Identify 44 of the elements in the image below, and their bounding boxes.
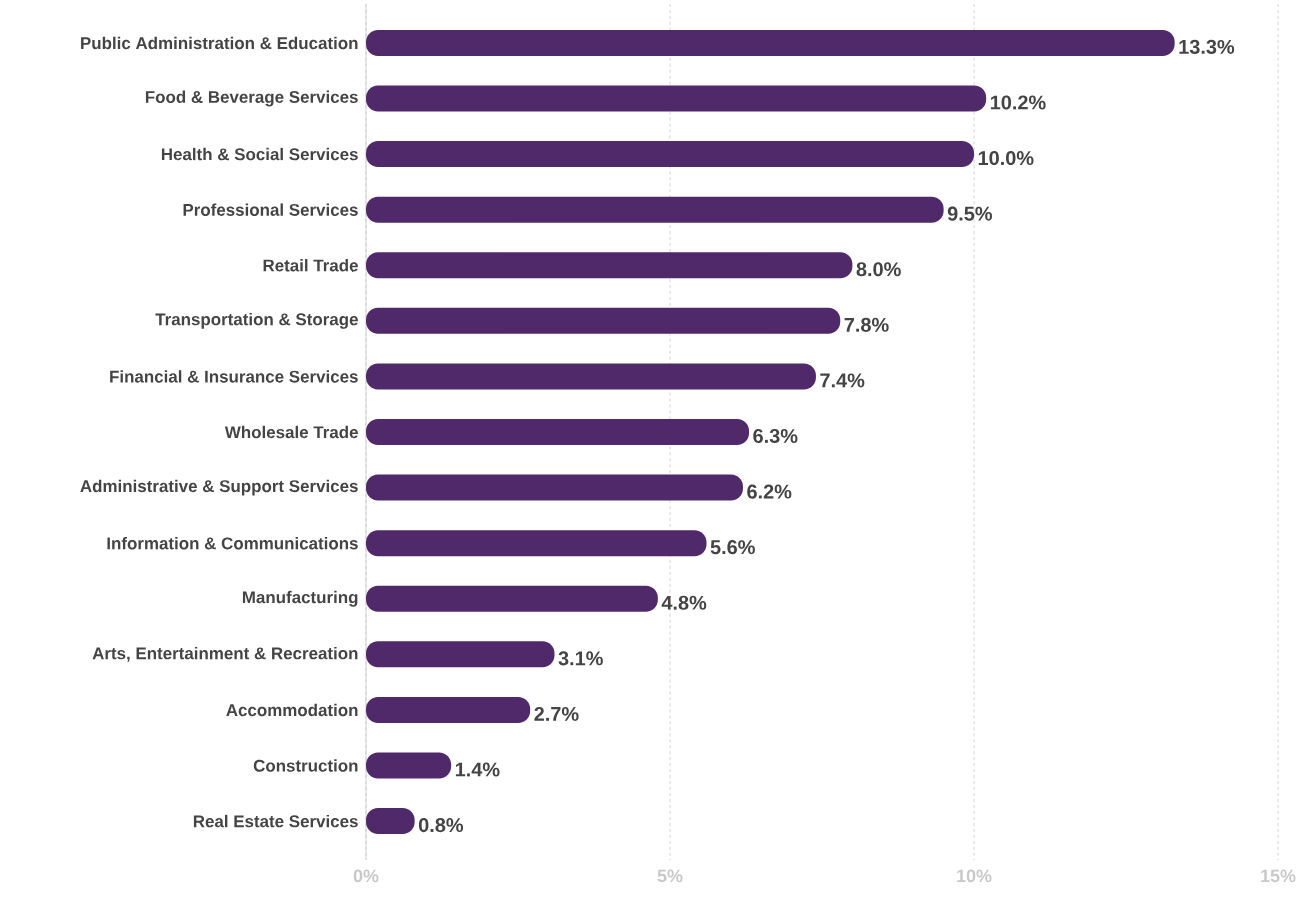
bar	[366, 196, 944, 223]
data-label: 6.2%	[747, 484, 792, 499]
data-label: 13.3%	[1179, 39, 1235, 54]
y-tick-label: Arts, Entertainment & Recreation	[92, 646, 358, 662]
bar	[366, 641, 555, 668]
y-tick-label: Manufacturing	[242, 590, 358, 607]
bar	[366, 530, 707, 557]
y-tick-label: Accommodation	[226, 703, 358, 717]
data-label: 8.0%	[856, 262, 901, 277]
bar	[366, 252, 853, 279]
bar	[366, 419, 750, 445]
y-tick-label: Construction	[253, 759, 358, 772]
bar	[366, 585, 658, 612]
y-tick-label: Financial & Insurance Services	[110, 370, 358, 383]
bar	[366, 141, 975, 168]
data-label: 7.8%	[844, 317, 889, 332]
bar	[366, 363, 816, 390]
data-label: 7.4%	[820, 373, 865, 388]
bar	[366, 307, 841, 334]
data-label: 3.1%	[558, 651, 603, 666]
y-tick-label: Retail Trade	[263, 259, 358, 272]
bar	[366, 474, 743, 501]
data-label: 5.6%	[710, 540, 755, 555]
data-label: 0.8%	[418, 818, 464, 833]
data-label: 6.3%	[753, 428, 798, 444]
y-tick-label: Food & Beverage Services	[145, 90, 358, 107]
data-label: 2.7%	[534, 706, 579, 721]
y-tick-label: Administrative & Support Services	[80, 479, 358, 496]
y-tick-label: Public Administration & Education	[81, 36, 358, 50]
data-label: 10.2%	[990, 95, 1046, 110]
data-label: 4.8%	[661, 595, 707, 610]
y-tick-label: Real Estate Services	[193, 814, 358, 828]
data-label: 1.4%	[455, 762, 500, 777]
y-tick-label: Transportation & Storage	[155, 312, 358, 329]
data-label: 10.0%	[978, 151, 1034, 166]
y-tick-label: Professional Services	[183, 203, 358, 216]
y-tick-label: Health & Social Services	[161, 147, 358, 161]
bar	[366, 29, 1175, 56]
bar	[366, 752, 452, 779]
bar	[366, 85, 987, 112]
data-label: 9.5%	[947, 206, 993, 221]
bar	[366, 696, 531, 723]
y-tick-label: Information & Communications	[107, 536, 358, 550]
y-tick-label: Wholesale Trade	[224, 425, 358, 439]
